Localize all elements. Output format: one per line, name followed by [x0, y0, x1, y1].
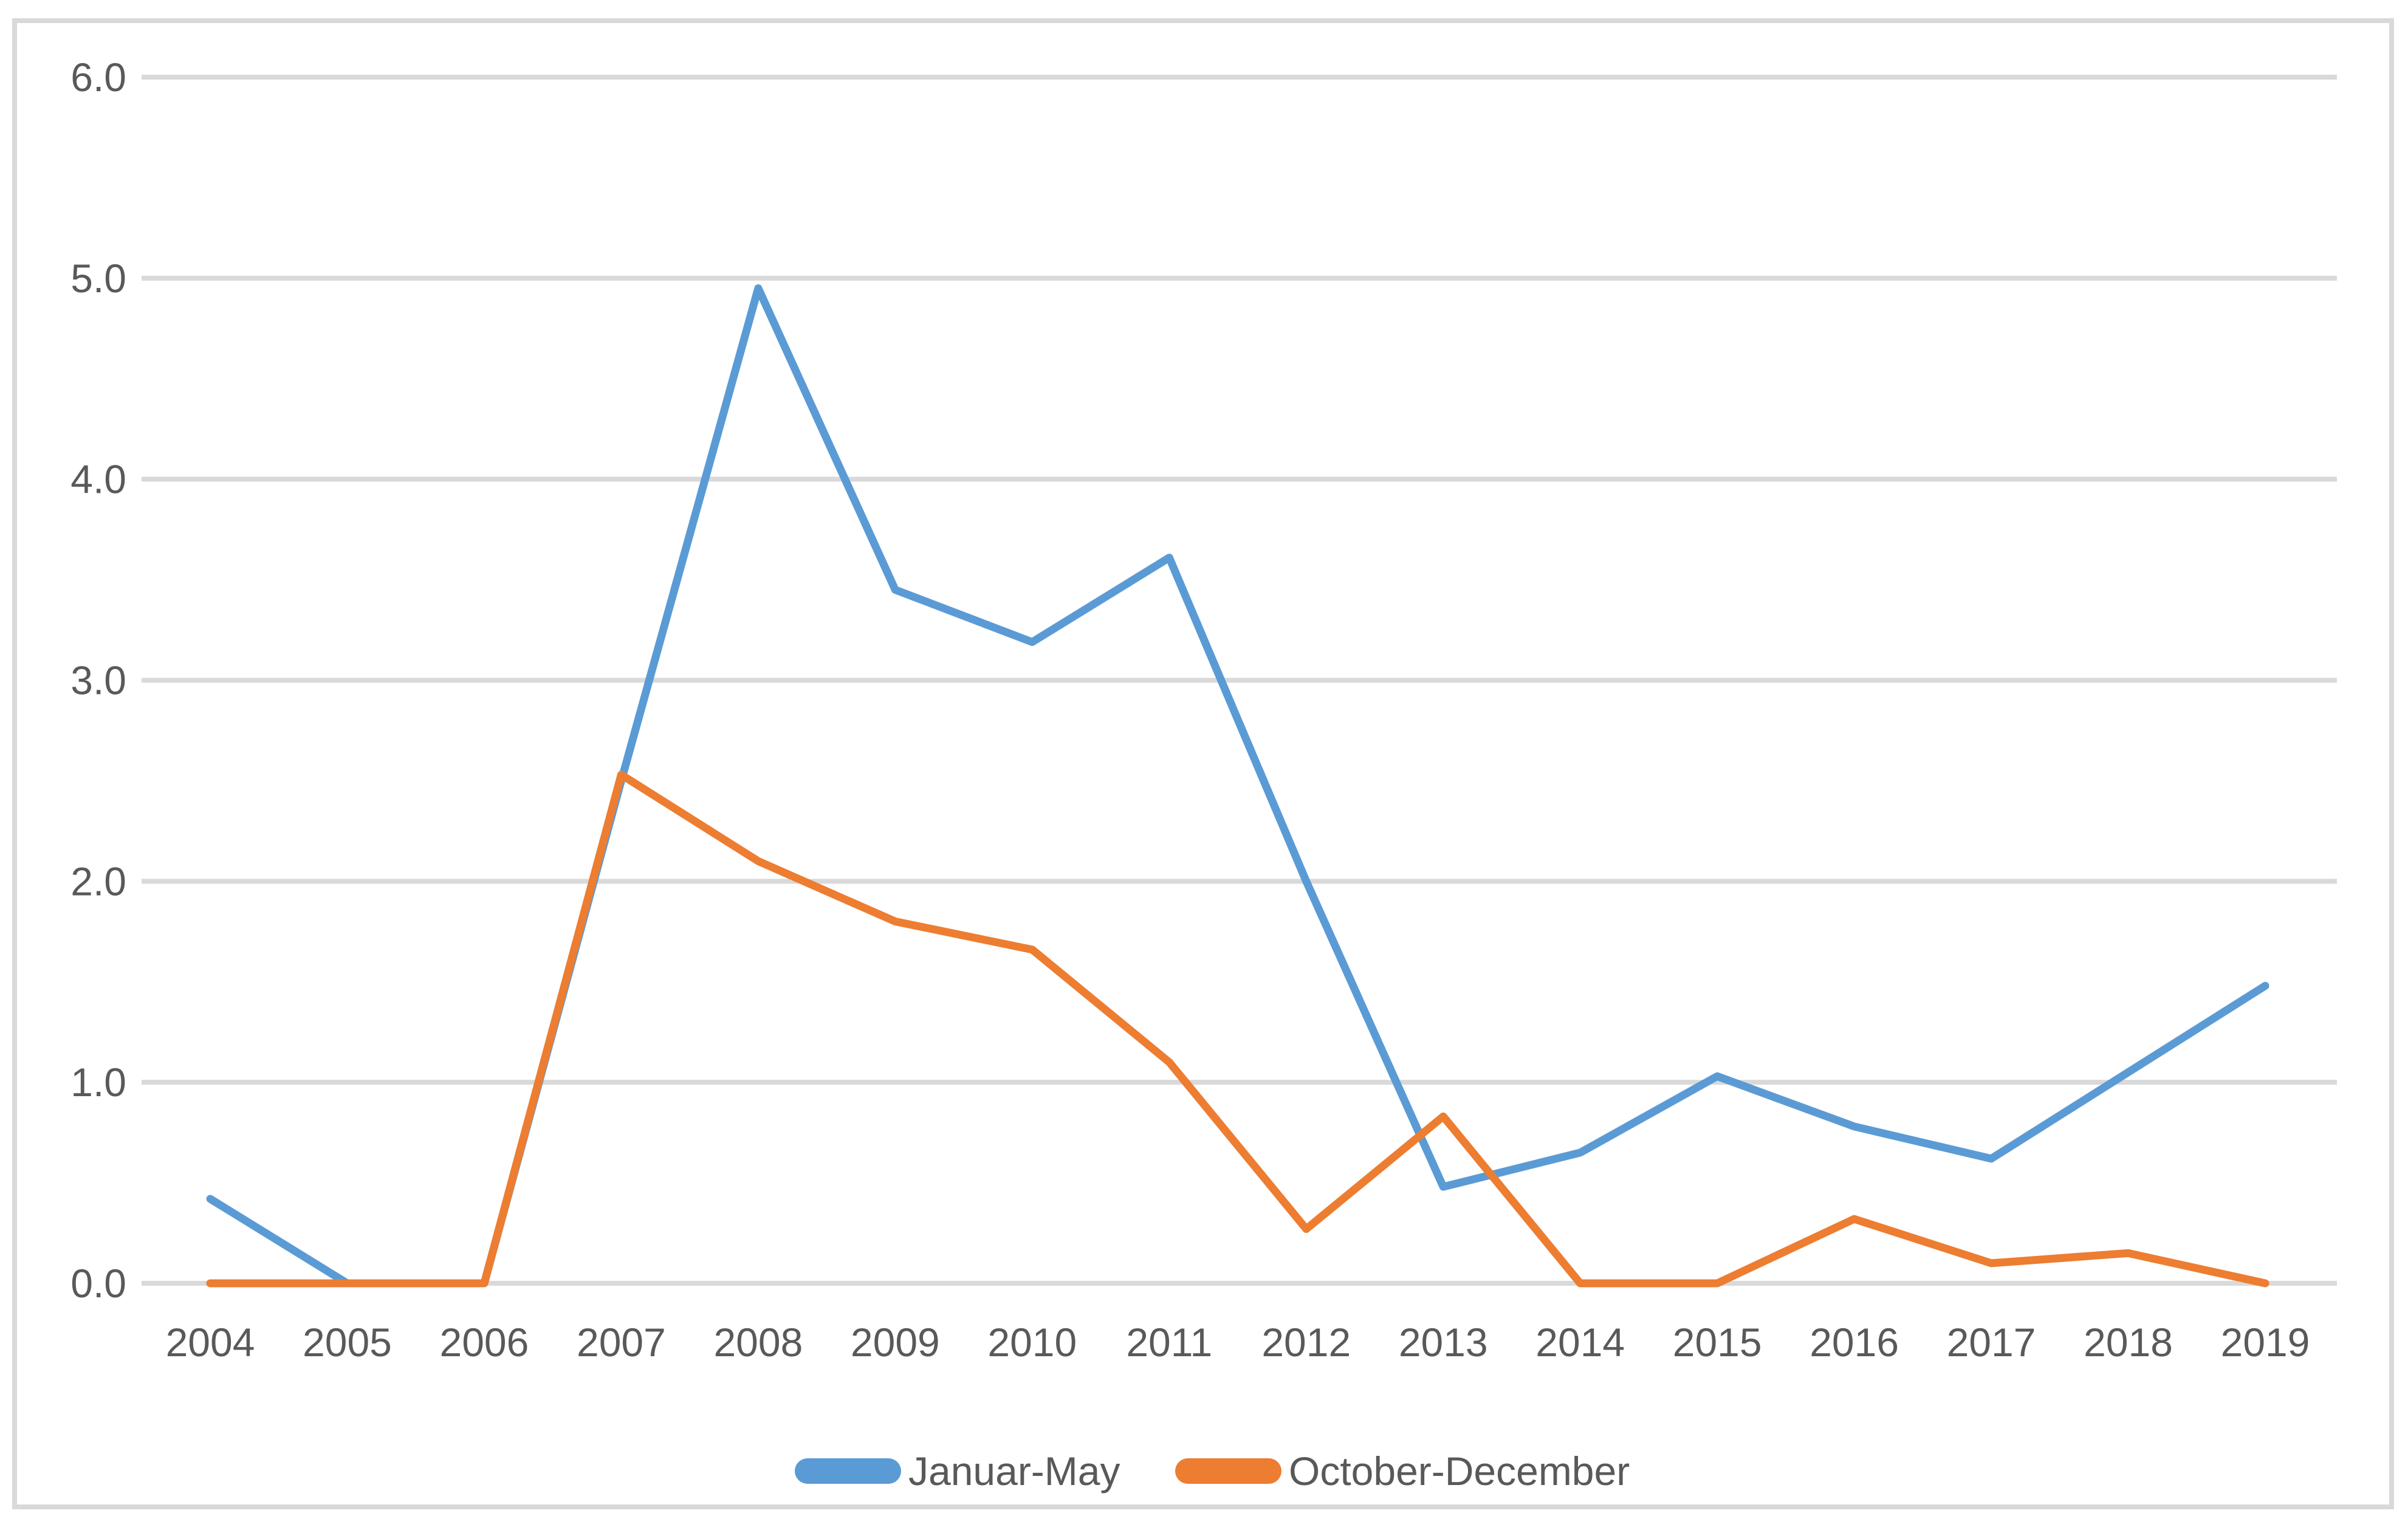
x-axis-tick-label: 2009: [851, 1320, 940, 1365]
y-axis-tick-label: 0.0: [70, 1261, 126, 1306]
series-line-october-december: [206, 770, 2269, 1288]
x-axis-tick-label: 2010: [987, 1320, 1077, 1365]
y-axis-tick-label: 5.0: [70, 256, 126, 301]
legend-label-januar-may: Januar-May: [908, 1449, 1120, 1494]
legend-label-october-december: October-December: [1289, 1449, 1630, 1494]
x-axis-tick-label: 2015: [1673, 1320, 1762, 1365]
legend-swatch-october-december: [1175, 1458, 1281, 1484]
series-line-januar-may: [206, 284, 2269, 1288]
x-axis-tick-label: 2016: [1809, 1320, 1899, 1365]
x-axis-tick-label: 2006: [440, 1320, 529, 1365]
x-axis-tick-label: 2013: [1399, 1320, 1488, 1365]
y-axis-tick-label: 4.0: [70, 457, 126, 502]
x-axis-tick-label: 2014: [1535, 1320, 1625, 1365]
y-axis-tick-label: 2.0: [70, 859, 126, 904]
x-axis-tick-label: 2011: [1126, 1320, 1212, 1365]
x-axis-tick-label: 2018: [2084, 1320, 2173, 1365]
y-axis-tick-label: 3.0: [70, 658, 126, 703]
x-axis-tick-label: 2012: [1261, 1320, 1351, 1365]
x-axis-tick-label: 2005: [303, 1320, 392, 1365]
y-axis-tick-label: 6.0: [70, 55, 126, 100]
x-axis-tick-label: 2004: [166, 1320, 255, 1365]
x-axis-tick-label: 2017: [1947, 1320, 2036, 1365]
x-axis-tick-label: 2008: [713, 1320, 803, 1365]
x-axis-tick-label: 2007: [577, 1320, 666, 1365]
legend-swatch-januar-may: [795, 1458, 901, 1484]
x-axis-tick-label: 2019: [2221, 1320, 2310, 1365]
y-axis-tick-label: 1.0: [70, 1060, 126, 1105]
